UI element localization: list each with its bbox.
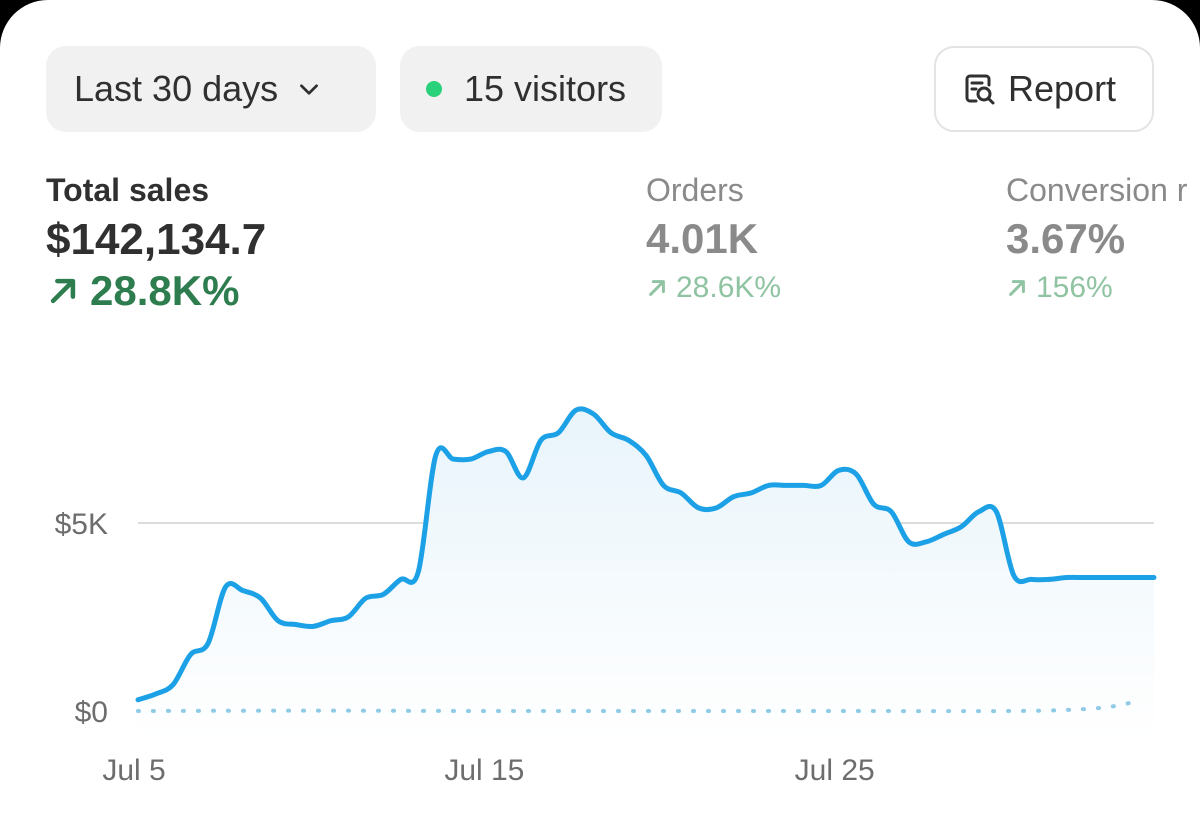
report-label: Report	[1008, 68, 1117, 109]
metric-conversion-rate[interactable]: Conversion r 3.67% 156%	[1006, 172, 1187, 305]
arrow-up-right-icon	[1009, 280, 1025, 296]
arrow-up-right-icon	[50, 278, 76, 304]
metric-label: Orders	[646, 172, 744, 208]
metric-change-value: 156%	[1036, 271, 1113, 304]
chevron-down-icon	[300, 84, 319, 95]
metric-change-value: 28.8K%	[90, 267, 240, 314]
date-range-dropdown[interactable]: Last 30 days	[46, 46, 376, 132]
series-line-comparison[interactable]	[136, 697, 1142, 714]
x-tick-label: Jul 25	[795, 754, 875, 787]
live-visitors-badge[interactable]: 15 visitors	[400, 46, 662, 132]
sales-chart[interactable]: $5K $0 Jul 5 Jul 15 Jul 25	[0, 380, 1200, 820]
metric-value: $142,134.7	[46, 215, 267, 264]
metric-change-value: 28.6K%	[676, 271, 782, 304]
metric-change: 28.8K%	[46, 267, 266, 315]
series-line-sales[interactable]	[135, 406, 1157, 703]
visitors-count: 15 visitors	[464, 68, 627, 109]
x-tick-label: Jul 5	[102, 754, 165, 787]
metric-change: 28.6K%	[646, 271, 781, 305]
y-tick-label: $5K	[55, 508, 108, 541]
arrow-up-right-icon	[649, 280, 665, 296]
y-tick-label: $0	[75, 696, 108, 729]
date-range-label: Last 30 days	[74, 68, 279, 109]
metric-orders[interactable]: Orders 4.01K 28.6K%	[646, 172, 781, 305]
metric-change: 156%	[1006, 271, 1187, 305]
live-status-dot-icon	[426, 81, 442, 97]
metric-label: Conversion r	[1006, 172, 1188, 208]
metric-value: 3.67%	[1006, 215, 1126, 262]
report-search-icon	[965, 74, 995, 105]
metric-total-sales[interactable]: Total sales $142,134.7 28.8K%	[46, 172, 266, 315]
metric-value: 4.01K	[646, 215, 759, 262]
x-tick-label: Jul 15	[444, 754, 524, 787]
report-button[interactable]: Report	[934, 46, 1154, 132]
series-area-fill	[138, 408, 1154, 739]
metric-label: Total sales	[46, 172, 210, 208]
